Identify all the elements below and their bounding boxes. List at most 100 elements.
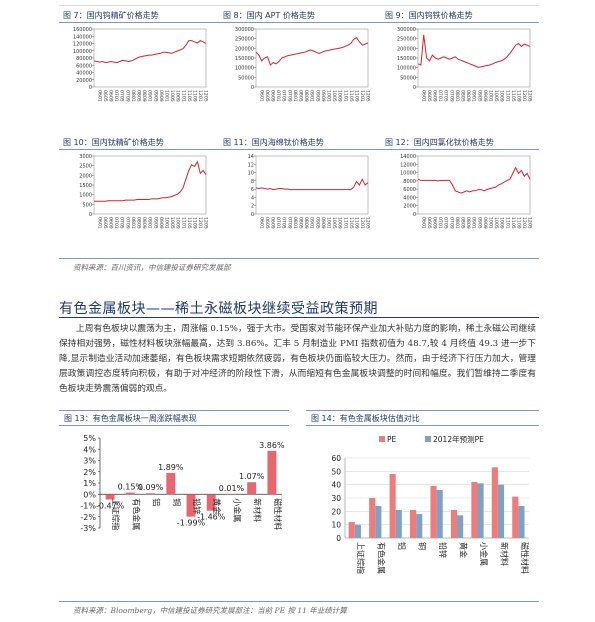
x-tick-label: 1101 xyxy=(504,90,510,102)
y-tick-label: 10 xyxy=(248,171,254,177)
data-label: -1.46% xyxy=(197,513,226,522)
y-tick-label: 6 xyxy=(251,187,254,193)
y-tick-label: 140000 xyxy=(73,34,92,40)
y-tick-label: 20 xyxy=(331,507,341,516)
x-tick-label: 1205 xyxy=(365,90,371,102)
x-tick-label: 0909 xyxy=(158,90,164,102)
fig14-top-rule xyxy=(306,410,539,411)
x-tick-label: 有色金属 xyxy=(377,542,387,574)
x-tick-label: 0701 xyxy=(437,90,443,102)
x-tick-label: 1201 xyxy=(359,90,365,102)
x-tick-label: 0905 xyxy=(314,90,320,102)
x-tick-label: 1109 xyxy=(192,90,198,102)
x-tick-label: 1009 xyxy=(175,217,181,229)
x-tick-label: 0901 xyxy=(471,90,477,102)
y-tick-label: 1000 xyxy=(79,193,92,199)
x-tick-label: 0809 xyxy=(303,217,309,229)
bar xyxy=(491,467,498,538)
x-tick-label: 1009 xyxy=(499,217,505,229)
x-tick-label: 1109 xyxy=(354,217,360,229)
y-tick-label: 100000 xyxy=(397,66,416,72)
x-tick-label: 1009 xyxy=(175,90,181,102)
x-tick-label: 0609 xyxy=(432,90,438,102)
y-tick-label: 0 xyxy=(89,85,92,91)
plot-frame xyxy=(255,155,369,215)
x-tick-label: 0709 xyxy=(124,217,130,229)
y-tick-label: 150000 xyxy=(397,56,416,62)
x-tick-label: 1105 xyxy=(348,90,354,102)
x-tick-label: 1105 xyxy=(348,217,354,229)
plot-frame xyxy=(417,155,531,215)
fig11-title: 图 11：国内海绵钛价格走势 xyxy=(223,138,324,147)
x-tick-label: 1005 xyxy=(493,90,499,102)
x-tick-label: 0701 xyxy=(275,90,281,102)
bar xyxy=(471,482,478,538)
top-rule xyxy=(59,5,539,6)
x-tick-label: 0705 xyxy=(119,90,125,102)
x-tick-label: 0805 xyxy=(136,217,142,229)
x-tick-label: 铜 xyxy=(418,542,428,550)
fig12-titanium-tetrachloride-chart: 14000 12000 10000 8000 6000 4000 2000 0 0601 0605… xyxy=(400,154,533,229)
x-tick-label: 1005 xyxy=(331,90,337,102)
x-tick-label: 1201 xyxy=(359,217,365,229)
legend-label: PE xyxy=(387,435,397,444)
y-tick-label: 10 xyxy=(331,521,341,530)
x-tick-label: 0905 xyxy=(476,217,482,229)
bar xyxy=(436,490,443,538)
row2-rule xyxy=(59,149,539,150)
fig8-apt-chart: 300000 250000 200000 150000 100000 50000 0 0601… xyxy=(235,27,371,102)
y-tick-label: 2500 xyxy=(79,164,92,170)
x-tick-label: 1005 xyxy=(169,90,175,102)
y-tick-label: 2 xyxy=(251,204,254,210)
plot-frame xyxy=(255,28,369,88)
x-tick-label: 0701 xyxy=(113,217,119,229)
x-tick-label: 0805 xyxy=(298,217,304,229)
x-tick-label: 铝 xyxy=(152,498,162,506)
y-tick-label: 0 xyxy=(336,534,341,543)
bottom-rule xyxy=(59,601,539,602)
x-tick-label: 0801 xyxy=(292,90,298,102)
x-tick-label: 上证综指 xyxy=(111,498,121,530)
bar xyxy=(395,510,402,538)
source-bottom: 资料来源：Bloomberg，中信建投证券研究发展部注：当前 PE 按 11 年… xyxy=(73,606,347,615)
x-tick-label: 0809 xyxy=(465,90,471,102)
x-tick-label: 0705 xyxy=(281,90,287,102)
body-paragraph: 上周有色板块以震荡为主，周涨幅 0.15%，强于大市。受国家对节能环保产业加大补… xyxy=(59,324,536,394)
x-tick-label: 0901 xyxy=(309,90,315,102)
x-tick-label: 铅锌 xyxy=(438,542,448,558)
x-tick-label: 0709 xyxy=(124,90,130,102)
fig10-titanium-concentrate-chart: 3000 2500 2000 1500 1000 500 0 0601 0605 0609 0701… xyxy=(79,154,208,229)
fig13-weekly-change-chart: 5% 4% 3% 2% 1% 0% -1% -2% -3% -0.47% 0.15%0.09% 1.8… xyxy=(80,434,285,533)
x-tick-label: 0705 xyxy=(443,90,449,102)
y-tick-label: -2% xyxy=(80,513,96,522)
bar xyxy=(497,484,505,538)
y-tick-label: 300000 xyxy=(235,27,254,33)
x-tick-label: 0705 xyxy=(119,217,125,229)
y-tick-label: 8 xyxy=(251,179,254,185)
price-line xyxy=(94,160,207,202)
y-tick-label: 250000 xyxy=(235,37,254,43)
x-tick-label: 1009 xyxy=(499,90,505,102)
bar xyxy=(125,492,135,495)
y-tick-label: 100000 xyxy=(235,66,254,72)
x-tick-label: 铝 xyxy=(397,542,407,550)
x-tick-label: 磁性材料 xyxy=(520,542,530,574)
data-label: 3.86% xyxy=(259,441,285,450)
section-rule xyxy=(59,317,539,318)
bar xyxy=(512,496,519,538)
x-tick-label: 0901 xyxy=(147,90,153,102)
x-tick-label: 1109 xyxy=(192,217,198,229)
data-label: 0.09% xyxy=(138,483,164,492)
y-tick-label: 5% xyxy=(83,434,96,443)
x-tick-label: 1009 xyxy=(337,90,343,102)
y-tick-label: 4% xyxy=(83,445,96,454)
x-tick-label: 上证综指 xyxy=(356,542,366,574)
x-tick-label: 1105 xyxy=(510,217,516,229)
x-tick-label: 0809 xyxy=(141,90,147,102)
x-tick-label: 0609 xyxy=(108,217,114,229)
x-tick-label: 0609 xyxy=(270,90,276,102)
x-tick-label: 0605 xyxy=(102,90,108,102)
x-tick-label: 0709 xyxy=(286,90,292,102)
y-tick-label: 1500 xyxy=(79,183,92,189)
x-tick-label: 0609 xyxy=(432,217,438,229)
